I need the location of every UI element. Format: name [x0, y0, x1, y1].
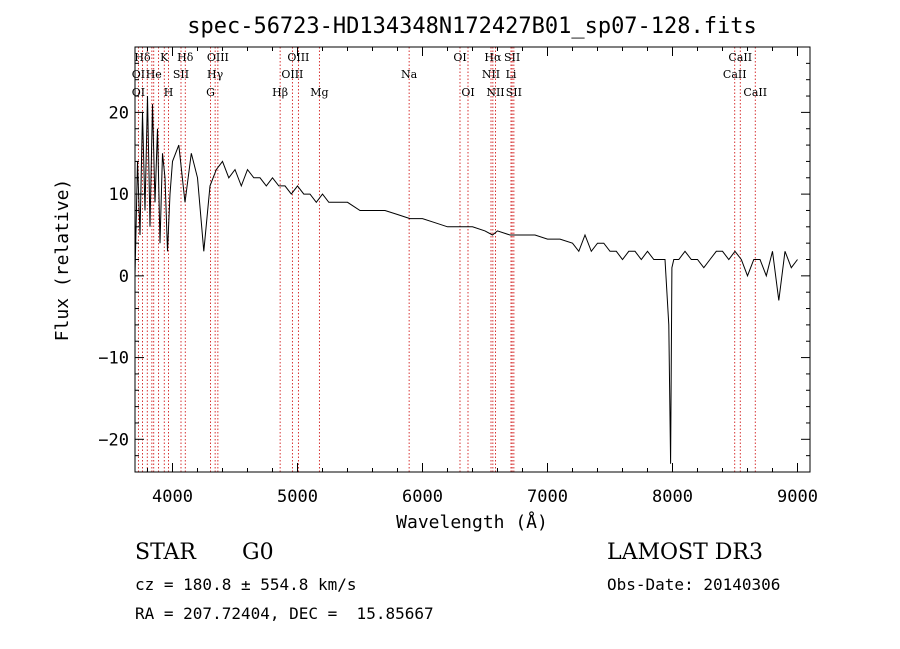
line-label: NII — [486, 86, 504, 99]
spectrum-line — [134, 95, 798, 464]
ra-dec: RA = 207.72404, DEC = 15.85667 — [135, 604, 434, 623]
line-label: SII — [506, 86, 522, 99]
x-axis-label: Wavelength (Å) — [396, 511, 548, 533]
chart-title: spec-56723-HD134348N172427B01_sp07-128.f… — [187, 14, 757, 39]
y-axis: −20 −10 0 10 20 — [98, 62, 810, 457]
line-label: OIII — [281, 68, 303, 81]
y-axis-label: Flux (relative) — [52, 179, 73, 342]
line-label: OI — [132, 86, 145, 99]
line-label: He — [146, 68, 162, 81]
line-label: CaII — [723, 68, 747, 81]
x-tick-label: 9000 — [777, 487, 818, 507]
x-tick-label: 7000 — [527, 487, 568, 507]
redshift-cz: cz = 180.8 ± 554.8 km/s — [135, 575, 357, 594]
line-label: NII — [482, 68, 500, 81]
line-label: Na — [401, 68, 418, 81]
line-label: Li — [506, 68, 517, 81]
line-label: CaII — [728, 51, 752, 64]
line-label: SII — [504, 51, 520, 64]
x-tick-label: 6000 — [402, 487, 443, 507]
y-tick-label: −10 — [98, 349, 129, 369]
line-label: SII — [173, 68, 189, 81]
object-subclass: G0 — [242, 540, 274, 565]
line-label: Hγ — [207, 68, 224, 81]
y-tick-label: 20 — [109, 103, 129, 123]
y-tick-label: 0 — [119, 267, 129, 287]
line-label: OIII — [287, 51, 309, 64]
line-label: H — [164, 86, 174, 99]
x-tick-label: 8000 — [652, 487, 693, 507]
line-label: G — [206, 86, 215, 99]
line-label: Hβ — [272, 86, 288, 99]
line-label: Hδ — [177, 51, 194, 64]
object-class: STAR — [135, 540, 196, 565]
x-tick-label: 4000 — [152, 487, 193, 507]
line-label: CaII — [743, 86, 767, 99]
plot-frame — [134, 46, 811, 473]
line-label: Hδ — [134, 51, 151, 64]
x-tick-label: 5000 — [277, 487, 318, 507]
line-label: Hα — [484, 51, 502, 64]
survey-name: LAMOST DR3 — [607, 540, 763, 565]
line-label: Mg — [310, 86, 328, 99]
y-tick-label: 10 — [109, 185, 129, 205]
y-tick-label: −20 — [98, 430, 129, 450]
line-label: OI — [461, 86, 474, 99]
line-label: OI — [132, 68, 145, 81]
line-label: K — [160, 51, 169, 64]
x-axis: 4000 5000 6000 7000 8000 9000 — [147, 47, 818, 507]
line-label: OIII — [207, 51, 229, 64]
line-label: OI — [453, 51, 466, 64]
obs-date: Obs-Date: 20140306 — [607, 575, 781, 594]
emission-lines-layer — [137, 47, 756, 472]
